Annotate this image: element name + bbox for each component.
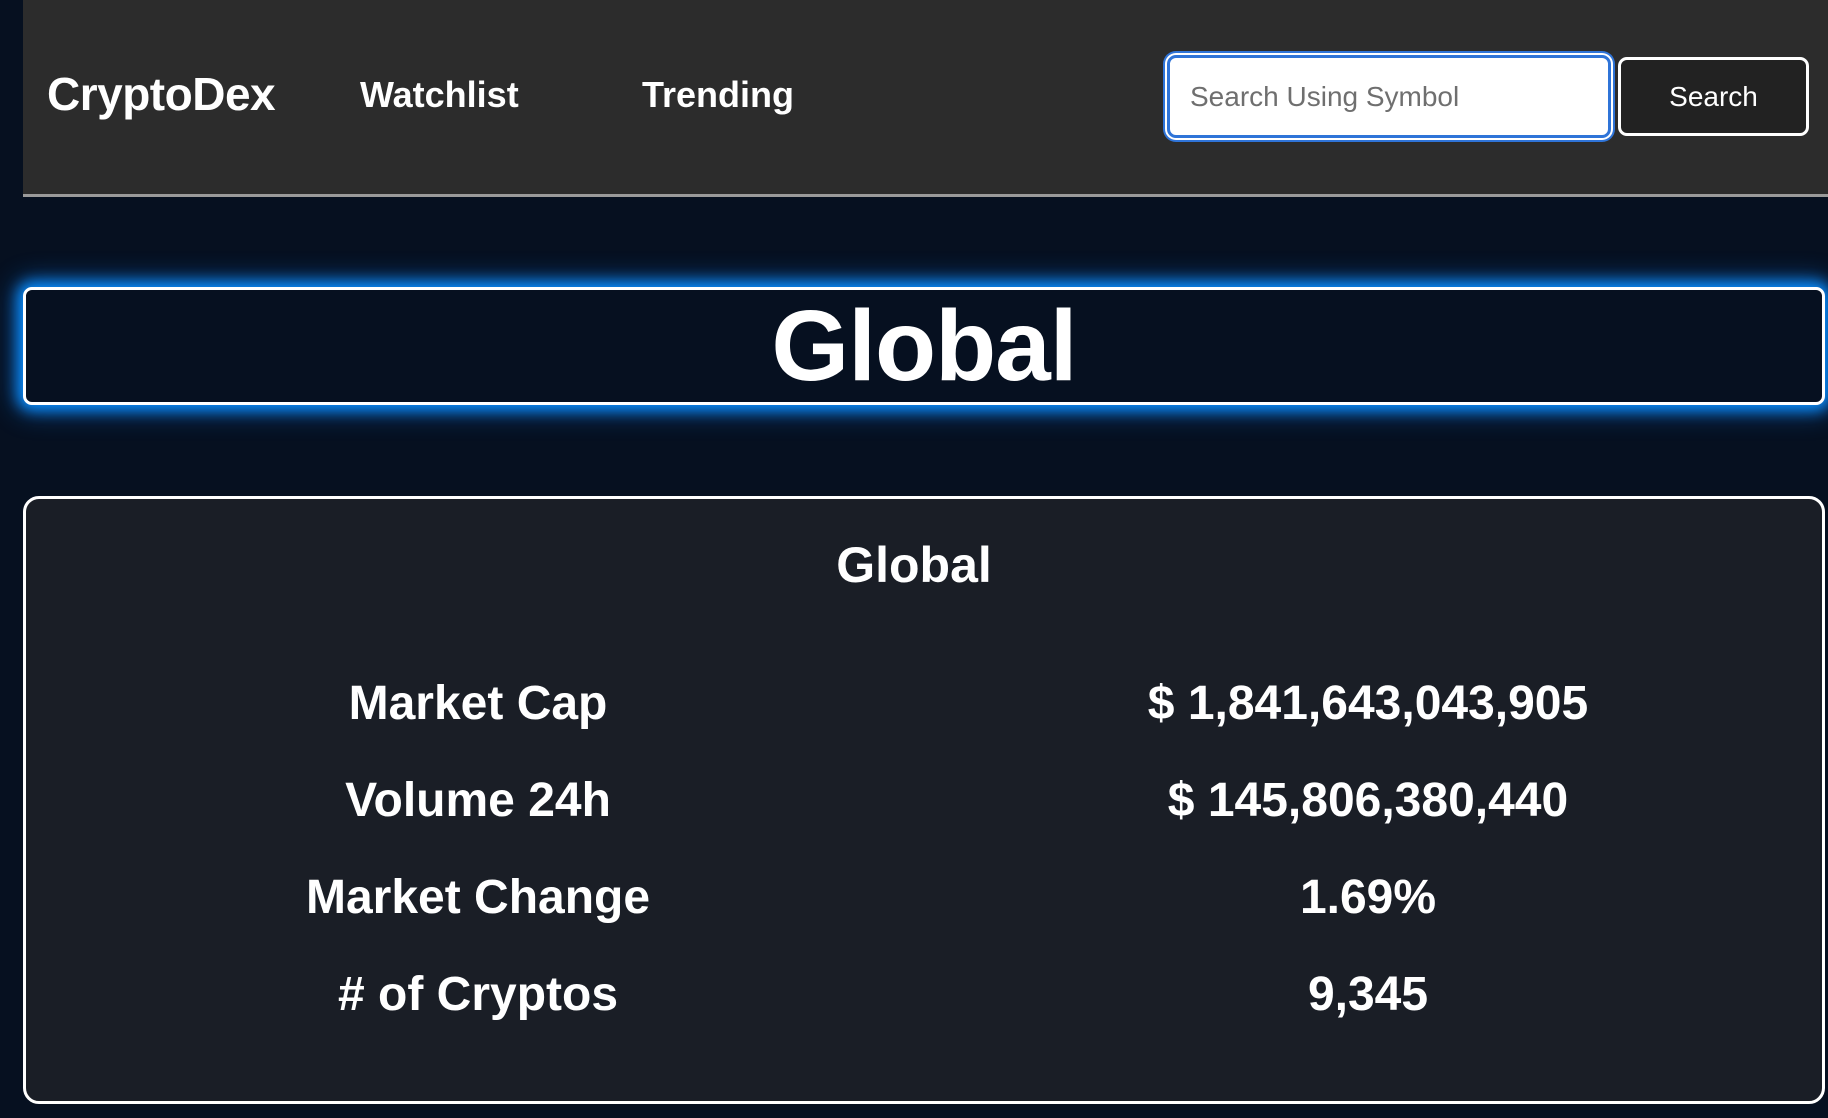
search-input[interactable] <box>1167 55 1611 138</box>
nav-link-watchlist[interactable]: Watchlist <box>360 74 519 115</box>
stat-label: Market Change <box>305 871 651 924</box>
hero-banner: Global <box>23 287 1825 405</box>
card-title: Global <box>836 537 992 593</box>
stat-label: # of Cryptos <box>337 968 619 1021</box>
stat-row-volume-24h: Volume 24h $ 145,806,380,440 <box>0 766 1828 836</box>
stat-value: $ 145,806,380,440 <box>1167 774 1569 827</box>
stat-label: Volume 24h <box>345 774 611 827</box>
page-title: Global <box>771 290 1077 402</box>
search-button[interactable]: Search <box>1618 57 1809 136</box>
stat-row-num-cryptos: # of Cryptos 9,345 <box>0 960 1828 1030</box>
global-stats-card <box>23 496 1825 1104</box>
stat-row-market-cap: Market Cap $ 1,841,643,043,905 <box>0 669 1828 739</box>
brand-logo[interactable]: CryptoDex <box>47 68 276 120</box>
stat-label: Market Cap <box>348 677 608 730</box>
stat-value: $ 1,841,643,043,905 <box>1147 677 1589 730</box>
top-navbar: CryptoDex Watchlist Trending Search <box>23 0 1828 197</box>
stat-row-market-change: Market Change 1.69% <box>0 863 1828 933</box>
stat-value: 1.69% <box>1299 871 1437 924</box>
nav-link-trending[interactable]: Trending <box>642 74 794 115</box>
stat-value: 9,345 <box>1307 968 1429 1021</box>
